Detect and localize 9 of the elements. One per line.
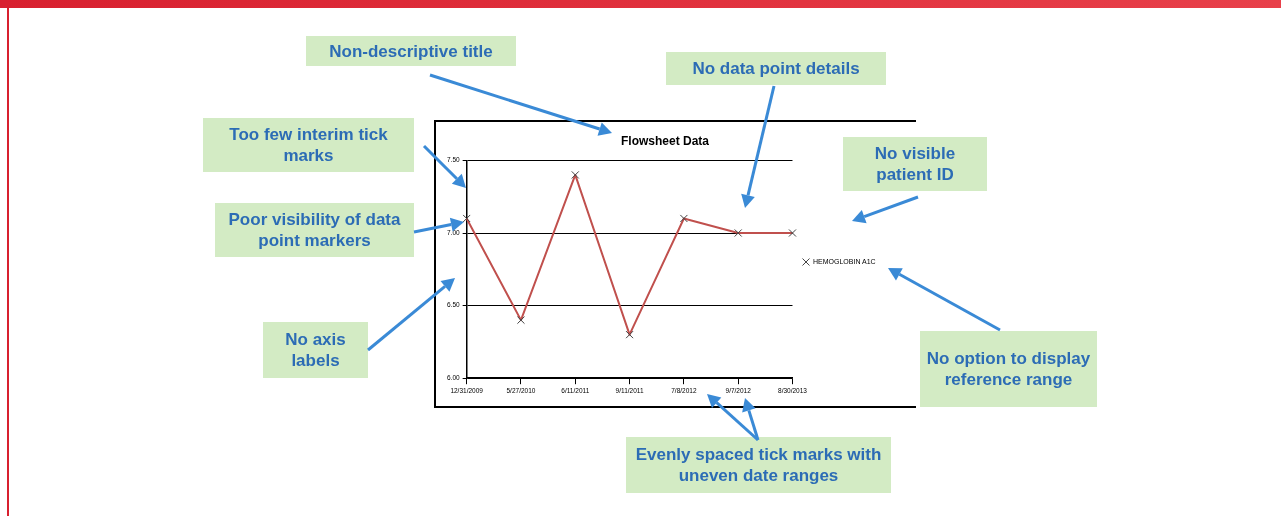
text: No data point details (666, 52, 886, 85)
chart-title: Flowsheet Data (620, 133, 710, 148)
text: Too few interim tick marks (203, 118, 414, 172)
text: Poor visibility of data point markers (215, 203, 414, 257)
text: No axis labels (263, 322, 368, 378)
text: Non-descriptive title (306, 36, 516, 66)
text: No option to display reference range (920, 331, 1097, 407)
text: Evenly spaced tick marks with uneven date ranges (626, 437, 891, 493)
text: No visible patient ID (843, 137, 987, 191)
